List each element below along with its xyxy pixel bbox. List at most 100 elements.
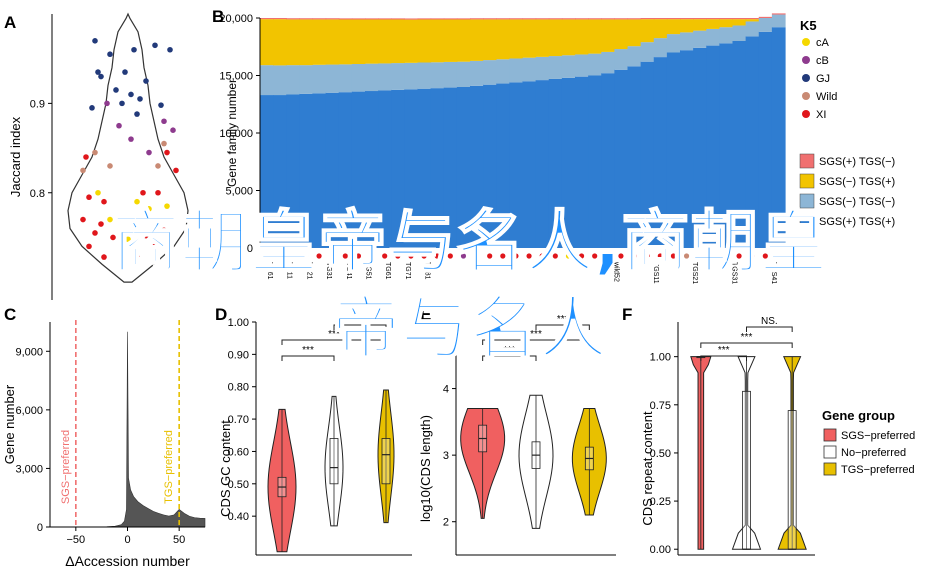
x-tick-label: TG21	[305, 262, 312, 280]
accession-group-dot	[395, 253, 401, 259]
stack-bar-segment	[509, 82, 524, 249]
violin-box	[742, 390, 751, 550]
legend-label: SGS(+) TGS(−)	[819, 156, 895, 168]
stack-bar-segment	[404, 62, 419, 90]
data-point	[173, 167, 179, 174]
stack-bar-segment	[666, 18, 681, 20]
panel-letter-e: E	[420, 305, 431, 324]
x-tick-label: TGS41	[770, 262, 777, 284]
stack-bar-segment	[693, 30, 707, 48]
legend-label: cB	[816, 55, 829, 67]
accession-group-dot	[473, 253, 480, 259]
stack-bar-segment	[430, 88, 445, 249]
stack-bar-segment	[470, 19, 484, 61]
stack-bar-segment	[522, 18, 537, 20]
legend-swatch	[823, 428, 837, 442]
stack-bar-segment	[640, 19, 655, 43]
stack-bar-segment	[627, 18, 642, 20]
stack-bar-segment	[693, 18, 707, 20]
data-point	[95, 69, 101, 75]
stack-bar-segment	[430, 62, 445, 89]
stack-bar-segment	[548, 78, 563, 248]
x-tick-label: TG71	[404, 262, 411, 280]
significance-label: NS.	[761, 316, 778, 327]
stack-bar-segment	[719, 27, 734, 44]
stack-bar-segment	[483, 19, 497, 61]
data-point	[134, 254, 140, 260]
accession-group-dot	[578, 253, 585, 259]
stack-bar-segment	[719, 19, 734, 28]
y-axis-title: CDS GC content	[218, 420, 233, 517]
panel-f-repeat-content-violin: 0.00 0.25 0.50 0.75 1.00 CDS repeat content **…	[640, 316, 915, 556]
stack-bar-segment	[640, 42, 655, 62]
stack-bar-segment	[456, 87, 471, 248]
threshold-label: TGS−preferred	[163, 430, 175, 504]
data-point	[110, 234, 116, 241]
accession-group-dot	[421, 253, 427, 259]
x-tick-label: TGS21	[691, 262, 698, 284]
y-tick-label: 3	[443, 450, 449, 462]
stack-bar-segment	[312, 64, 327, 94]
y-axis-title: log10(CDS length)	[418, 415, 433, 522]
stack-bar-segment	[745, 18, 760, 20]
stack-bar-segment	[732, 19, 747, 26]
legend-title: K5	[800, 18, 817, 33]
x-tick-label: 0	[124, 534, 130, 546]
stack-bar-segment	[758, 31, 773, 248]
stack-bar-segment	[706, 19, 720, 29]
legend-dot	[802, 38, 810, 46]
y-tick-label: 6,000	[15, 405, 43, 417]
data-point	[116, 122, 122, 129]
accession-group-dot	[670, 253, 677, 259]
stack-bar-segment	[417, 88, 432, 248]
significance-label: ***	[530, 329, 542, 340]
stack-bar-segment	[417, 19, 432, 63]
data-point	[143, 78, 149, 84]
stack-bar-segment	[312, 93, 327, 248]
y-tick-label: 0.60	[228, 446, 249, 458]
panel-c-accession-histogram: 0 3,000 6,000 9,000 −50 0 50 ΔAccession number G…	[2, 320, 206, 569]
stack-bar-segment	[548, 18, 563, 20]
accession-group-dot	[500, 253, 506, 259]
data-point	[98, 73, 104, 80]
y-tick-label: 15,000	[219, 71, 253, 83]
data-point	[155, 163, 161, 169]
panel-e-cds-length-violin: 2 3 4 log10(CDS length) *** *** ***	[418, 314, 616, 556]
threshold-label: SGS−preferred	[60, 430, 72, 504]
stack-bar-segment	[325, 18, 340, 20]
stack-bar-segment	[601, 18, 615, 20]
data-point	[152, 243, 158, 250]
stack-bar-segment	[627, 46, 642, 67]
y-tick-label: 0	[37, 522, 43, 534]
stack-bar-segment	[365, 63, 379, 92]
significance-bracket	[482, 339, 590, 345]
stack-bar-segment	[299, 19, 314, 66]
stack-bar-segment	[575, 76, 589, 249]
stack-bar-segment	[299, 93, 314, 249]
stack-bar-segment	[365, 19, 379, 64]
data-point	[86, 194, 92, 201]
accession-group-dot	[697, 253, 703, 259]
data-point	[152, 42, 158, 49]
accession-group-dot	[316, 253, 322, 259]
data-point	[101, 198, 107, 205]
legend-title: Gene group	[822, 408, 895, 423]
data-point	[119, 216, 125, 223]
stack-bar-segment	[378, 19, 392, 64]
accession-group-dot	[592, 253, 598, 259]
stack-bar-segment	[745, 21, 760, 37]
stack-bar-segment	[509, 58, 524, 83]
stack-bar-segment	[260, 18, 274, 20]
stack-bar-segment	[653, 38, 668, 58]
data-point	[155, 189, 161, 196]
stack-bar-segment	[588, 18, 602, 20]
y-axis-title: Gene number	[2, 384, 17, 464]
stack-bar-segment	[561, 19, 576, 56]
data-point	[113, 87, 119, 93]
violin-box	[329, 438, 339, 485]
stack-bar-segment	[273, 65, 287, 96]
stack-bar-segment	[653, 18, 668, 20]
panel-letter-f: F	[622, 305, 632, 324]
data-point	[101, 254, 107, 260]
